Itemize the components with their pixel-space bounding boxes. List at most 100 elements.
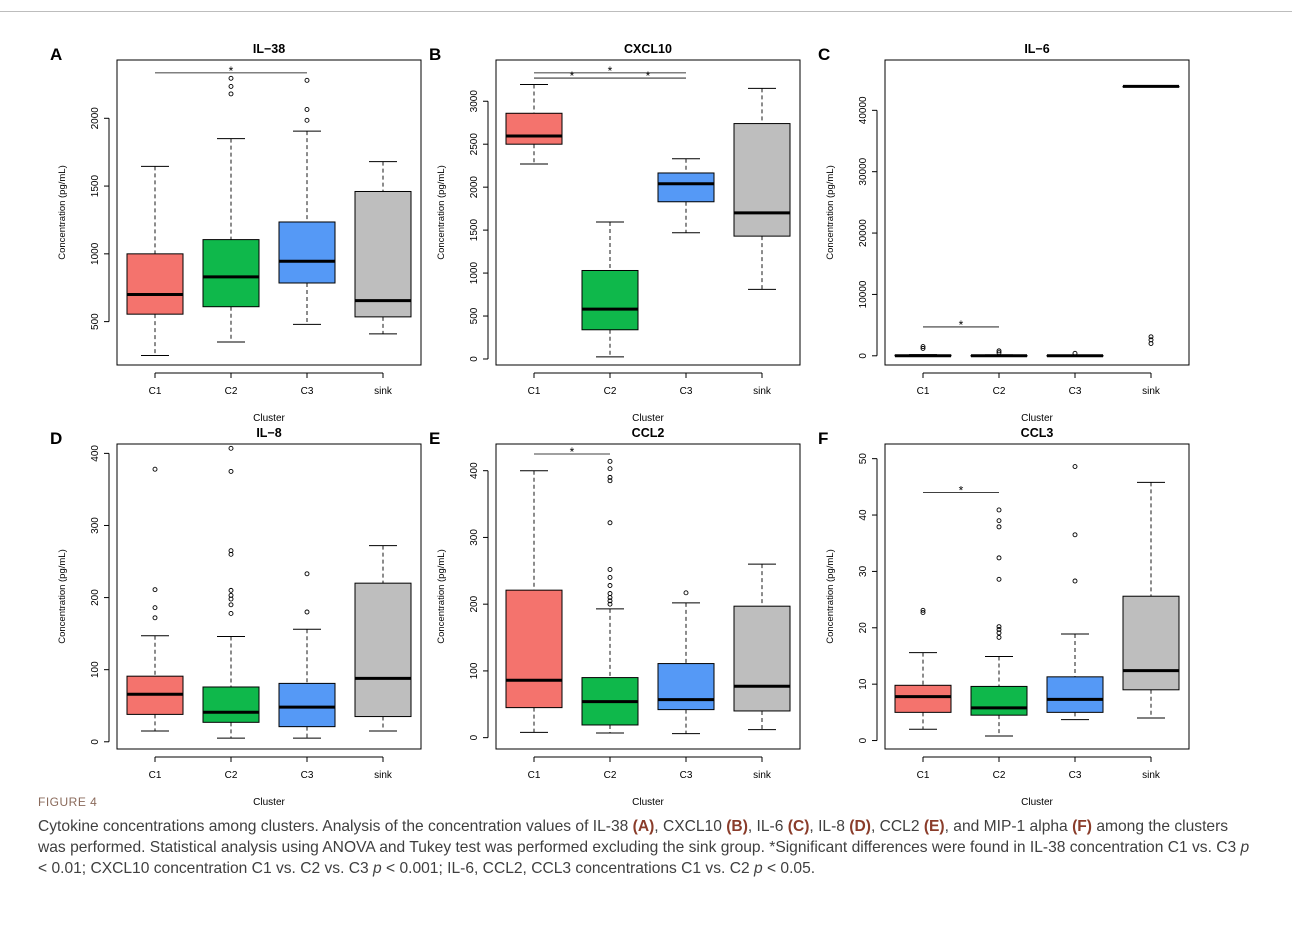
box-iqr	[970, 685, 1028, 716]
box-c2	[970, 507, 1028, 737]
x-tick-label: C1	[917, 386, 930, 397]
boxplot-panel-b: B CXCL10 * * * 0 500 1000 1500 2000 2500 3000 Concen…	[429, 42, 801, 424]
outlier-point	[228, 91, 234, 97]
outlier-point	[920, 345, 926, 351]
panel-title: IL−38	[253, 42, 285, 56]
boxplot-panel-f: F CCL3 * 0 10 20 30 40 50 Concentration (pg/mL) C1…	[818, 426, 1190, 808]
box-sink	[354, 545, 412, 732]
outlier-point	[152, 587, 158, 593]
box-c1	[894, 607, 952, 730]
caption-text: , CCL2	[870, 818, 924, 835]
outlier-point	[996, 630, 1002, 636]
y-axis-label: Concentration (pg/mL)	[436, 549, 447, 644]
outlier-point	[996, 507, 1002, 513]
panel-letter: F	[818, 429, 828, 448]
box-c3	[657, 590, 715, 735]
y-tick-label: 50	[858, 453, 869, 465]
outlier-point	[152, 605, 158, 611]
box-iqr	[581, 269, 639, 331]
outlier-point	[1072, 578, 1078, 584]
outlier-point	[607, 601, 613, 607]
x-tick-label: C1	[149, 386, 162, 397]
significance-bracket: *	[610, 69, 686, 83]
outlier-point	[1072, 464, 1078, 470]
y-tick-label: 10000	[858, 280, 869, 308]
y-tick-label: 2000	[90, 107, 101, 130]
x-tick-label: C1	[149, 770, 162, 781]
outlier-point	[996, 348, 1002, 354]
caption-p-symbol: p	[1240, 839, 1250, 856]
outlier-point	[607, 567, 613, 572]
box-c3	[1046, 350, 1104, 358]
box-c1	[505, 470, 563, 733]
x-tick-label: C2	[225, 770, 238, 781]
y-tick-label: 40	[858, 509, 869, 521]
panel-letter: C	[818, 45, 830, 64]
box-iqr	[278, 682, 336, 728]
panel-title: IL−6	[1024, 42, 1049, 56]
significance-star: *	[608, 64, 613, 78]
box-c3	[657, 158, 715, 234]
panel-letter: E	[429, 429, 440, 448]
y-tick-label: 100	[90, 661, 101, 678]
outlier-point	[996, 627, 1002, 632]
caption-ref-a: (A)	[632, 818, 655, 835]
box-iqr	[202, 239, 260, 308]
plot-frame	[884, 59, 1190, 366]
x-tick-label: sink	[374, 770, 393, 781]
caption-text: < 0.05.	[762, 860, 816, 877]
boxplot-panel-e: E CCL2 * 0 100 200 300 400 Concentration (pg/mL)…	[429, 426, 801, 808]
box-c3	[278, 571, 336, 739]
outlier-point	[228, 75, 234, 81]
y-tick-label: 300	[90, 517, 101, 534]
plot-frame	[495, 59, 801, 366]
box-sink	[354, 161, 412, 335]
significance-bracket: *	[534, 64, 686, 78]
outlier-point	[607, 583, 613, 588]
x-tick-label: C1	[528, 386, 541, 397]
outlier-point	[607, 591, 613, 596]
significance-star: *	[646, 69, 651, 83]
y-tick-label: 30000	[858, 157, 869, 185]
y-tick-label: 2000	[469, 176, 480, 199]
caption-text: among the clusters was performed. Statis…	[38, 818, 1241, 856]
outlier-point	[607, 520, 613, 526]
y-tick-label: 2500	[469, 133, 480, 156]
significance-star: *	[570, 69, 575, 83]
outlier-point	[228, 83, 234, 89]
y-tick-label: 200	[90, 589, 101, 606]
x-tick-label: sink	[1142, 386, 1161, 397]
x-tick-label: C2	[604, 770, 617, 781]
significance-bracket: *	[923, 483, 999, 497]
outlier-point	[304, 107, 310, 112]
outlier-point	[304, 609, 310, 615]
boxplot-panel-c: C IL−6 * 0 10000 20000 30000 40000 Concentration…	[818, 42, 1190, 424]
box-c2	[202, 445, 260, 739]
caption-text: , and MIP-1 alpha	[944, 818, 1073, 835]
significance-bracket: *	[923, 318, 999, 332]
box-c2	[581, 458, 639, 734]
box-iqr	[505, 589, 563, 709]
caption-text: , IL-6	[747, 818, 788, 835]
outlier-point	[920, 607, 926, 613]
y-tick-label: 3000	[469, 90, 480, 113]
outlier-point	[152, 615, 158, 621]
panel-title: CCL3	[1021, 426, 1054, 440]
caption-text: < 0.01; CXCL10 concentration C1 vs. C2 v…	[38, 860, 373, 877]
outlier-point	[607, 598, 613, 604]
outlier-point	[920, 344, 926, 350]
y-axis-label: Concentration (pg/mL)	[825, 549, 836, 644]
outlier-point	[1148, 337, 1154, 343]
outlier-point	[228, 592, 234, 598]
y-axis-label: Concentration (pg/mL)	[436, 165, 447, 260]
outlier-point	[996, 350, 1002, 356]
box-c2	[581, 221, 639, 358]
box-iqr	[354, 190, 412, 318]
box-sink	[733, 563, 791, 731]
box-iqr	[505, 112, 563, 145]
panel-letter: A	[50, 45, 62, 64]
y-tick-label: 500	[90, 313, 101, 330]
y-tick-label: 0	[858, 353, 869, 359]
outlier-point	[228, 468, 234, 474]
y-tick-label: 400	[90, 445, 101, 462]
